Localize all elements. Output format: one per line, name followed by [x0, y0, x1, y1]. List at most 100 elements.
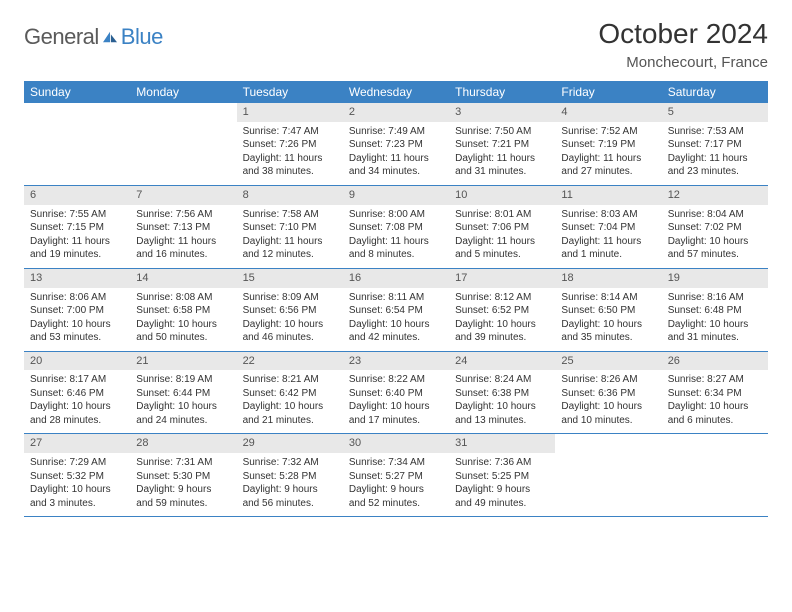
dl2-text: and 38 minutes. — [243, 165, 337, 179]
day-number: 16 — [343, 269, 449, 288]
day-number: 31 — [449, 434, 555, 453]
sunset-text: Sunset: 6:34 PM — [668, 387, 762, 401]
sunset-text: Sunset: 6:48 PM — [668, 304, 762, 318]
day-details: Sunrise: 8:06 AMSunset: 7:00 PMDaylight:… — [24, 291, 130, 345]
dl2-text: and 19 minutes. — [30, 248, 124, 262]
dl1-text: Daylight: 10 hours — [668, 318, 762, 332]
dl2-text: and 8 minutes. — [349, 248, 443, 262]
calendar-cell: 10Sunrise: 8:01 AMSunset: 7:06 PMDayligh… — [449, 185, 555, 268]
sunset-text: Sunset: 6:42 PM — [243, 387, 337, 401]
calendar-cell: 1Sunrise: 7:47 AMSunset: 7:26 PMDaylight… — [237, 103, 343, 185]
dl1-text: Daylight: 10 hours — [668, 235, 762, 249]
sail-icon — [101, 30, 119, 44]
dl2-text: and 28 minutes. — [30, 414, 124, 428]
day-number: 27 — [24, 434, 130, 453]
sunset-text: Sunset: 7:08 PM — [349, 221, 443, 235]
calendar-cell: 23 Sunrise: 8:22 AMSunset: 6:40 PMDayligh… — [343, 351, 449, 434]
sunrise-text: Sunrise: 8:24 AM — [455, 373, 549, 387]
day-number: 9 — [343, 186, 449, 205]
day-details: Sunrise: 8:17 AMSunset: 6:46 PMDaylight:… — [24, 373, 130, 427]
day-details: Sunrise: 8:22 AMSunset: 6:40 PMDaylight:… — [343, 373, 449, 427]
dl1-text: Daylight: 11 hours — [243, 152, 337, 166]
sunrise-text: Sunrise: 8:06 AM — [30, 291, 124, 305]
location-label: Monchecourt, France — [598, 54, 768, 71]
day-details: Sunrise: 7:34 AMSunset: 5:27 PMDaylight:… — [343, 456, 449, 510]
dl1-text: Daylight: 10 hours — [30, 483, 124, 497]
dl2-text: and 6 minutes. — [668, 414, 762, 428]
dl1-text: Daylight: 11 hours — [455, 152, 549, 166]
day-number: 23 — [343, 352, 449, 371]
dl2-text: and 21 minutes. — [243, 414, 337, 428]
calendar-cell: 6Sunrise: 7:55 AMSunset: 7:15 PMDaylight… — [24, 185, 130, 268]
sunset-text: Sunset: 7:17 PM — [668, 138, 762, 152]
sunrise-text: Sunrise: 7:29 AM — [30, 456, 124, 470]
calendar-cell: 21Sunrise: 8:19 AMSunset: 6:44 PMDayligh… — [130, 351, 236, 434]
sunset-text: Sunset: 5:32 PM — [30, 470, 124, 484]
day-number: 12 — [662, 186, 768, 205]
dl1-text: Daylight: 10 hours — [243, 400, 337, 414]
sunset-text: Sunset: 5:28 PM — [243, 470, 337, 484]
sunrise-text: Sunrise: 7:34 AM — [349, 456, 443, 470]
dl2-text: and 10 minutes. — [561, 414, 655, 428]
dl2-text: and 34 minutes. — [349, 165, 443, 179]
calendar-cell: 11Sunrise: 8:03 AMSunset: 7:04 PMDayligh… — [555, 185, 661, 268]
dl1-text: Daylight: 9 hours — [136, 483, 230, 497]
sunset-text: Sunset: 5:27 PM — [349, 470, 443, 484]
day-number: 22 — [237, 352, 343, 371]
header: General Blue October 2024 Monchecourt, F… — [24, 18, 768, 71]
sunset-text: Sunset: 7:06 PM — [455, 221, 549, 235]
dl2-text: and 39 minutes. — [455, 331, 549, 345]
sunset-text: Sunset: 6:56 PM — [243, 304, 337, 318]
sunrise-text: Sunrise: 7:56 AM — [136, 208, 230, 222]
dl2-text: and 56 minutes. — [243, 497, 337, 511]
sunrise-text: Sunrise: 8:04 AM — [668, 208, 762, 222]
calendar-cell: 25Sunrise: 8:26 AMSunset: 6:36 PMDayligh… — [555, 351, 661, 434]
calendar-cell: 24Sunrise: 8:24 AMSunset: 6:38 PMDayligh… — [449, 351, 555, 434]
day-number: 28 — [130, 434, 236, 453]
day-details: Sunrise: 8:26 AMSunset: 6:36 PMDaylight:… — [555, 373, 661, 427]
sunset-text: Sunset: 6:46 PM — [30, 387, 124, 401]
sunset-text: Sunset: 7:04 PM — [561, 221, 655, 235]
day-details: Sunrise: 8:03 AMSunset: 7:04 PMDaylight:… — [555, 208, 661, 262]
dl1-text: Daylight: 11 hours — [561, 235, 655, 249]
calendar-cell: 27 Sunrise: 7:29 AMSunset: 5:32 PMDayligh… — [24, 434, 130, 517]
calendar-header-row: SundayMondayTuesdayWednesdayThursdayFrid… — [24, 81, 768, 103]
calendar-cell: 5Sunrise: 7:53 AMSunset: 7:17 PMDaylight… — [662, 103, 768, 185]
day-number: 8 — [237, 186, 343, 205]
dl1-text: Daylight: 9 hours — [349, 483, 443, 497]
sunset-text: Sunset: 7:23 PM — [349, 138, 443, 152]
sunrise-text: Sunrise: 8:11 AM — [349, 291, 443, 305]
day-details: Sunrise: 8:16 AMSunset: 6:48 PMDaylight:… — [662, 291, 768, 345]
day-details: Sunrise: 8:04 AMSunset: 7:02 PMDaylight:… — [662, 208, 768, 262]
dl1-text: Daylight: 10 hours — [30, 318, 124, 332]
dl2-text: and 42 minutes. — [349, 331, 443, 345]
sunrise-text: Sunrise: 7:50 AM — [455, 125, 549, 139]
calendar-cell: 12 Sunrise: 8:04 AMSunset: 7:02 PMDayligh… — [662, 185, 768, 268]
sunrise-text: Sunrise: 8:03 AM — [561, 208, 655, 222]
calendar-table: SundayMondayTuesdayWednesdayThursdayFrid… — [24, 81, 768, 517]
sunrise-text: Sunrise: 7:36 AM — [455, 456, 549, 470]
sunrise-text: Sunrise: 8:12 AM — [455, 291, 549, 305]
calendar-cell: 30Sunrise: 7:34 AMSunset: 5:27 PMDayligh… — [343, 434, 449, 517]
day-number: 10 — [449, 186, 555, 205]
dl1-text: Daylight: 11 hours — [136, 235, 230, 249]
sunrise-text: Sunrise: 8:19 AM — [136, 373, 230, 387]
day-details: Sunrise: 8:19 AMSunset: 6:44 PMDaylight:… — [130, 373, 236, 427]
sunset-text: Sunset: 7:26 PM — [243, 138, 337, 152]
day-number: 1 — [237, 103, 343, 122]
dl1-text: Daylight: 10 hours — [30, 400, 124, 414]
day-number: 19 — [662, 269, 768, 288]
day-details: Sunrise: 8:21 AMSunset: 6:42 PMDaylight:… — [237, 373, 343, 427]
dl2-text: and 31 minutes. — [455, 165, 549, 179]
dl2-text: and 57 minutes. — [668, 248, 762, 262]
dl1-text: Daylight: 9 hours — [243, 483, 337, 497]
weekday-header: Friday — [555, 81, 661, 103]
day-details: Sunrise: 8:27 AMSunset: 6:34 PMDaylight:… — [662, 373, 768, 427]
dl2-text: and 12 minutes. — [243, 248, 337, 262]
day-details: Sunrise: 7:52 AMSunset: 7:19 PMDaylight:… — [555, 125, 661, 179]
day-number: 13 — [24, 269, 130, 288]
day-details: Sunrise: 7:56 AMSunset: 7:13 PMDaylight:… — [130, 208, 236, 262]
sunset-text: Sunset: 7:19 PM — [561, 138, 655, 152]
calendar-cell: ..... — [130, 103, 236, 185]
day-number: 26 — [662, 352, 768, 371]
